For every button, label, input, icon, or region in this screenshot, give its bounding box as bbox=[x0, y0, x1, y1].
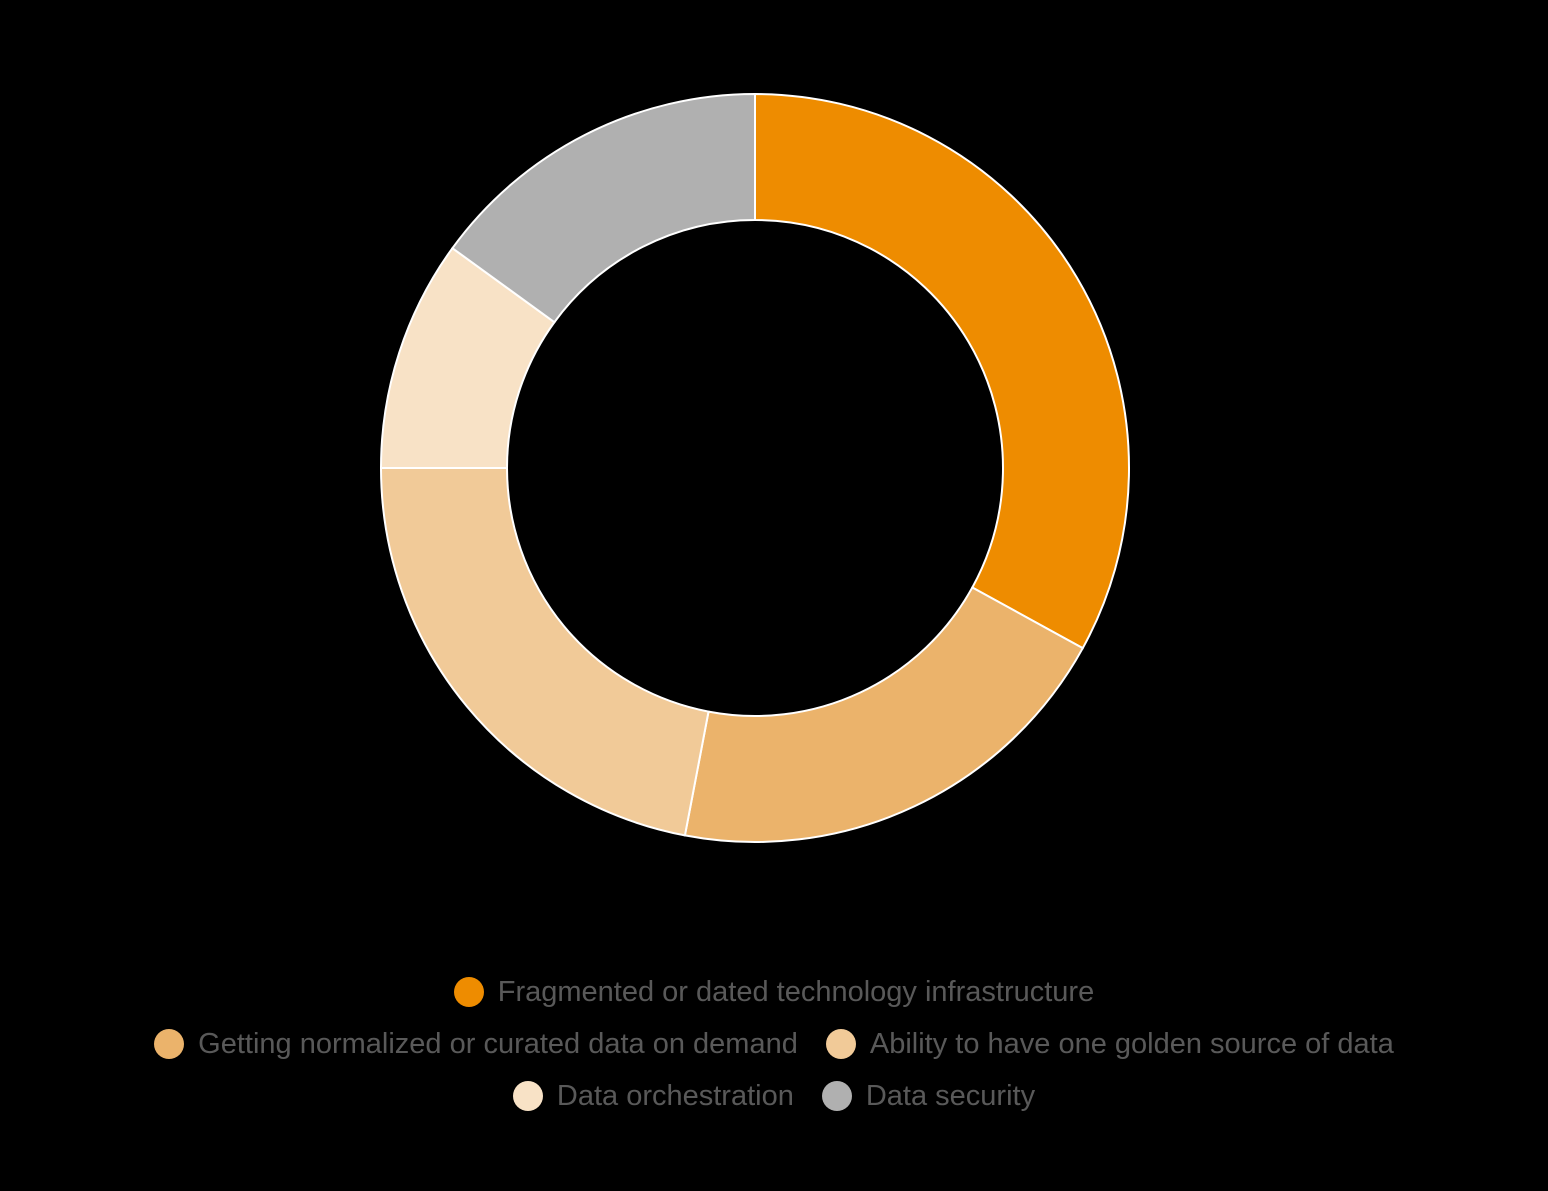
legend-item-normalized-data: Getting normalized or curated data on de… bbox=[154, 1028, 798, 1061]
donut-slice-data-security bbox=[451, 92, 756, 324]
legend-swatch bbox=[825, 1029, 856, 1059]
legend-swatch bbox=[821, 1081, 852, 1111]
legend-item-data-orchestration: Data orchestration bbox=[512, 1079, 794, 1113]
legend-label: Getting normalized or curated data on de… bbox=[198, 1027, 798, 1060]
legend-label: Fragmented or dated technology infrastru… bbox=[497, 975, 1095, 1008]
legend-swatch bbox=[154, 1029, 185, 1059]
donut-slice-normalized-data bbox=[683, 586, 1085, 843]
legend-label: Data security bbox=[865, 1079, 1036, 1112]
legend-swatch bbox=[453, 977, 484, 1007]
legend-row-2: Getting normalized or curated data on de… bbox=[0, 1018, 1548, 1070]
legend-item-fragmented-infrastructure: Fragmented or dated technology infrastru… bbox=[453, 975, 1095, 1009]
chart-legend: Fragmented or dated technology infrastru… bbox=[0, 966, 1548, 1122]
donut-slice-fragmented-infrastructure bbox=[754, 92, 1130, 650]
legend-swatch bbox=[512, 1081, 543, 1111]
legend-label: Ability to have one golden source of dat… bbox=[869, 1027, 1394, 1060]
donut-plot-area bbox=[379, 92, 1130, 843]
legend-label: Data orchestration bbox=[556, 1079, 794, 1112]
legend-item-golden-source: Ability to have one golden source of dat… bbox=[825, 1027, 1394, 1061]
legend-row-1: Fragmented or dated technology infrastru… bbox=[0, 966, 1548, 1018]
legend-item-data-security: Data security bbox=[821, 1079, 1036, 1113]
donut-slice-golden-source bbox=[379, 467, 710, 837]
legend-row-3: Data orchestration Data security bbox=[0, 1070, 1548, 1122]
